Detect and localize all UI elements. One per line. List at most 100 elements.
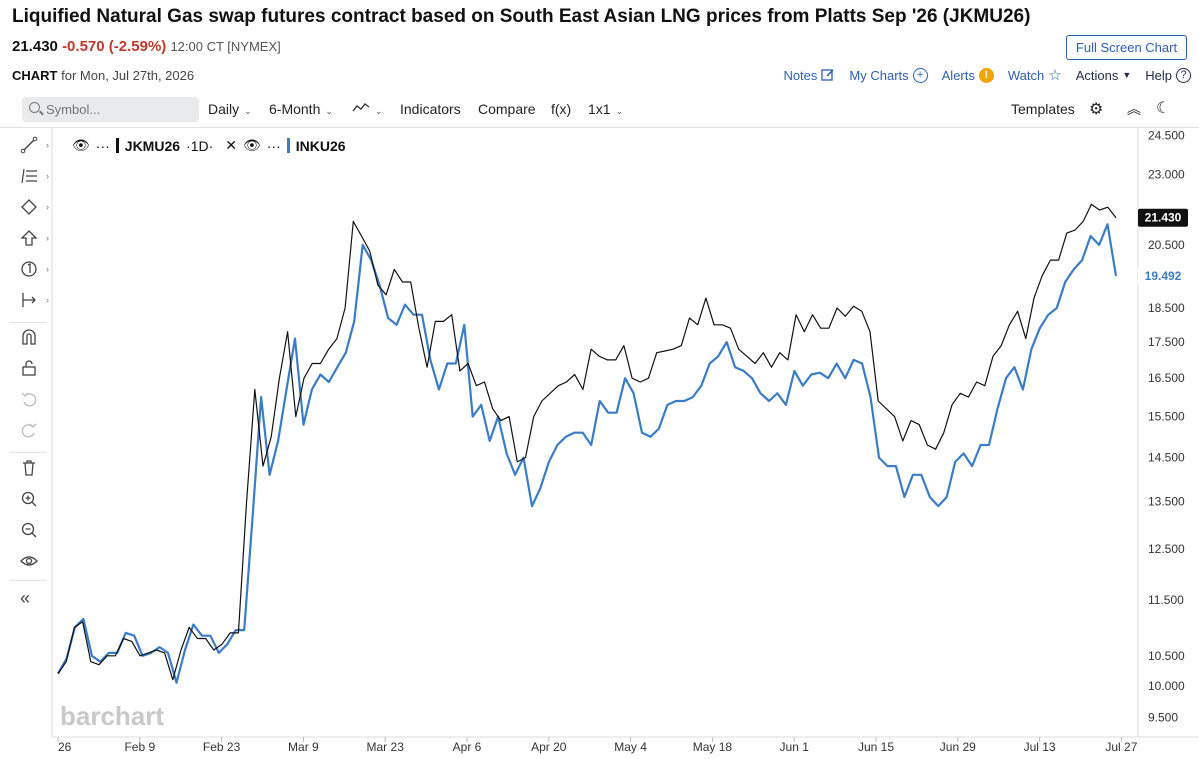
annotation-tool[interactable]: › bbox=[20, 260, 49, 282]
search-icon bbox=[29, 102, 40, 113]
last-price-tag-inku26: 19.492 bbox=[1138, 266, 1188, 285]
chart-type-select[interactable]: ⌄ bbox=[352, 101, 383, 117]
chevron-right-icon: › bbox=[46, 171, 49, 181]
fx-button[interactable]: f(x) bbox=[551, 101, 572, 117]
shape-tool[interactable]: › bbox=[20, 198, 49, 220]
my-charts-link[interactable]: My Charts + bbox=[849, 66, 928, 84]
y-axis: 24.50023.00020.50019.50018.50017.50016.5… bbox=[1148, 128, 1185, 724]
x-tick-label: Jun 1 bbox=[780, 740, 810, 754]
quote-time: 12:00 CT [NYMEX] bbox=[170, 39, 281, 54]
x-tick-label: Apr 20 bbox=[531, 740, 567, 754]
star-icon: ☆ bbox=[1048, 67, 1062, 84]
x-axis: 26 Feb 9 Feb 23 Mar 9 Mar 23 Apr 6 Apr 20 May 4… bbox=[57, 737, 1138, 754]
last-price: 21.430 bbox=[12, 38, 58, 55]
period-select[interactable]: 6-Month ⌄ bbox=[269, 101, 333, 117]
chart-date-line: CHART for Mon, Jul 27th, 2026 bbox=[12, 68, 194, 83]
price-chart[interactable]: 26 Feb 9 Feb 23 Mar 9 Mar 23 Apr 6 Apr 20 May 4… bbox=[0, 128, 1199, 759]
interval-select[interactable]: Daily ⌄ bbox=[208, 101, 252, 117]
magnet-tool[interactable] bbox=[20, 328, 46, 350]
eye-icon[interactable]: 👁 bbox=[243, 137, 261, 153]
series-line-jkmu26 bbox=[57, 203, 1117, 681]
full-screen-chart-button[interactable]: Full Screen Chart bbox=[1066, 35, 1187, 60]
alerts-label: Alerts bbox=[941, 67, 975, 83]
my-charts-label: My Charts bbox=[849, 67, 909, 83]
chevron-right-icon: › bbox=[46, 295, 49, 305]
chevron-down-icon: ⌄ bbox=[244, 106, 252, 116]
y-tick-label: 16.500 bbox=[1148, 371, 1185, 385]
y-tick-label: 10.000 bbox=[1148, 679, 1185, 693]
eye-icon[interactable]: 👁 bbox=[72, 137, 90, 153]
legend-secondary-symbol: INKU26 bbox=[295, 137, 346, 154]
chart-date: for Mon, Jul 27th, 2026 bbox=[61, 68, 195, 83]
layout-select[interactable]: 1x1 ⌄ bbox=[588, 101, 623, 117]
arrow-tool[interactable]: › bbox=[20, 229, 49, 251]
fib-tool[interactable]: › bbox=[20, 167, 49, 189]
zoom-out-icon bbox=[21, 522, 37, 538]
actions-menu[interactable]: Actions ▼ bbox=[1076, 66, 1132, 84]
visibility-tool[interactable] bbox=[20, 552, 46, 574]
legend-primary-symbol: JKMU26 bbox=[124, 137, 181, 154]
chevron-right-icon: › bbox=[46, 264, 49, 274]
y-tick-label: 20.500 bbox=[1148, 238, 1185, 252]
more-icon[interactable]: ··· bbox=[266, 137, 281, 154]
x-tick-label: May 4 bbox=[614, 740, 647, 754]
zoom-out-tool[interactable] bbox=[20, 521, 46, 543]
top-nav: Notes My Charts + Alerts ! Watch ☆ Actio… bbox=[783, 66, 1191, 84]
chart-label: CHART bbox=[12, 68, 58, 83]
y-tick-label: 11.500 bbox=[1148, 593, 1184, 607]
interval-label: Daily bbox=[208, 101, 240, 117]
gear-icon[interactable]: ⚙ bbox=[1089, 101, 1104, 118]
notes-label: Notes bbox=[783, 67, 818, 83]
y-tick-label: 13.500 bbox=[1148, 494, 1185, 508]
chart-toolbar: Daily ⌄ 6-Month ⌄ ⌄ Indicators Compare f(x… bbox=[0, 92, 1199, 128]
y-tick-label: 23.000 bbox=[1148, 167, 1185, 181]
edit-icon bbox=[821, 69, 834, 81]
fibonacci-icon bbox=[21, 168, 37, 184]
line-chart-icon bbox=[352, 103, 370, 112]
zoom-in-tool[interactable] bbox=[20, 490, 46, 512]
indicators-button[interactable]: Indicators bbox=[400, 101, 461, 117]
trendline-icon bbox=[20, 136, 38, 154]
close-icon[interactable]: ✕ bbox=[225, 137, 237, 153]
eye-icon bbox=[20, 556, 38, 566]
undo-button[interactable] bbox=[20, 390, 46, 412]
trash-icon bbox=[23, 460, 35, 476]
divider bbox=[10, 580, 46, 581]
chevron-down-icon: ⌄ bbox=[325, 106, 333, 116]
x-tick-label: Jun 29 bbox=[940, 740, 976, 754]
notes-link[interactable]: Notes bbox=[783, 66, 835, 84]
help-label: Help bbox=[1145, 67, 1172, 83]
compare-button[interactable]: Compare bbox=[478, 101, 536, 117]
delete-tool[interactable] bbox=[20, 459, 46, 481]
y-tick-label: 10.500 bbox=[1148, 649, 1185, 663]
alerts-link[interactable]: Alerts ! bbox=[942, 66, 994, 84]
measure-tool[interactable]: › bbox=[20, 291, 49, 313]
y-tick-label: 14.500 bbox=[1148, 451, 1185, 465]
number-circle-icon bbox=[21, 261, 37, 277]
redo-button[interactable] bbox=[20, 421, 46, 443]
watch-label: Watch bbox=[1007, 67, 1045, 83]
collapse-sidebar-button[interactable]: « bbox=[20, 588, 46, 610]
moon-icon[interactable]: ☾ bbox=[1156, 100, 1171, 117]
series-line-inku26 bbox=[57, 223, 1118, 684]
help-link[interactable]: Help ? bbox=[1145, 66, 1191, 84]
x-tick-label: Feb 23 bbox=[203, 740, 241, 754]
shape-icon bbox=[21, 199, 37, 215]
trendline-tool[interactable]: › bbox=[20, 136, 49, 158]
symbol-search-input[interactable] bbox=[22, 97, 199, 122]
series-legend: 👁 ··· JKMU26 ·1D· ✕ 👁 ··· INKU26 bbox=[72, 137, 346, 154]
collapse-icon[interactable]: ︽ bbox=[1127, 101, 1141, 117]
templates-button[interactable]: Templates bbox=[1011, 101, 1075, 117]
x-tick-label: 26 bbox=[58, 740, 72, 754]
lock-tool[interactable] bbox=[20, 359, 46, 381]
y-tick-label: 17.500 bbox=[1148, 335, 1185, 349]
watch-link[interactable]: Watch ☆ bbox=[1008, 66, 1062, 84]
chevron-right-icon: › bbox=[46, 202, 49, 212]
x-tick-label: Apr 6 bbox=[453, 740, 482, 754]
undo-icon bbox=[21, 392, 37, 407]
chevron-right-icon: › bbox=[46, 140, 49, 150]
zoom-in-icon bbox=[21, 491, 37, 507]
price-change: -0.570 (-2.59%) bbox=[62, 38, 167, 55]
more-icon[interactable]: ··· bbox=[95, 137, 110, 154]
x-tick-label: May 18 bbox=[693, 740, 733, 754]
